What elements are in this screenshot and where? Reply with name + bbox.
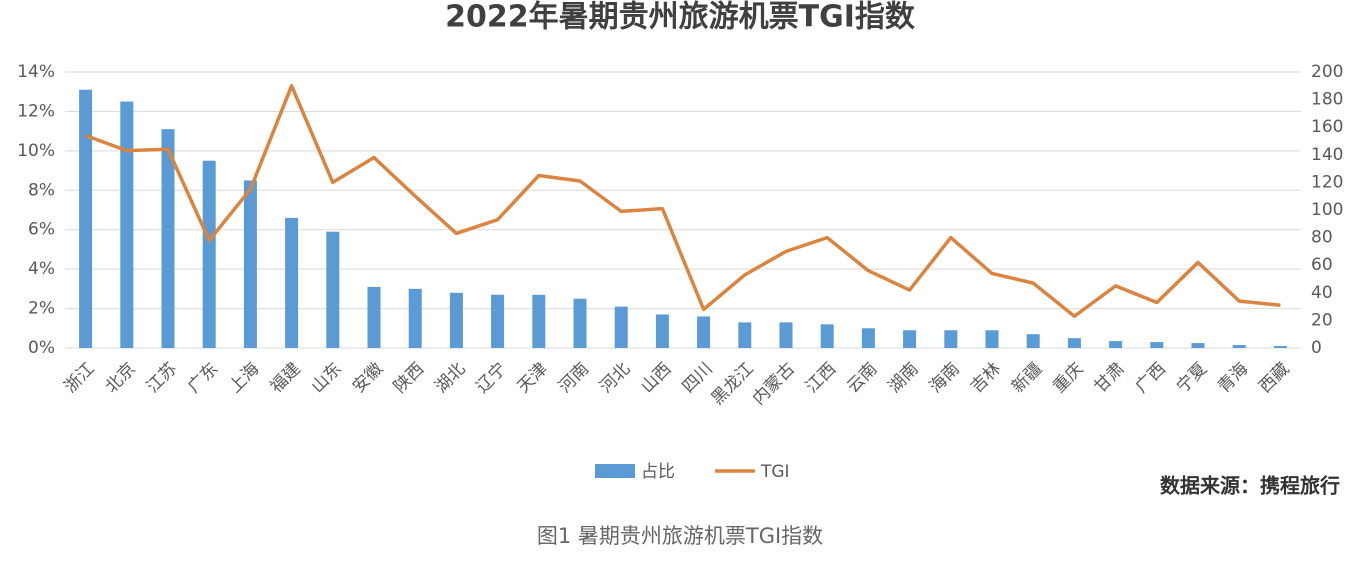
x-tick-label: 安徽	[349, 359, 387, 397]
bar	[820, 324, 834, 348]
bar	[367, 286, 381, 348]
bar	[202, 160, 216, 348]
y-tick-label: 8%	[28, 180, 55, 200]
caption: 图1 暑期贵州旅游机票TGI指数	[537, 524, 823, 548]
y2-tick-label: 200	[1311, 62, 1343, 82]
x-tick-label: 江苏	[143, 359, 181, 397]
y2-tick-label: 0	[1311, 338, 1322, 358]
bar	[1026, 334, 1040, 348]
y2-tick-label: 60	[1311, 255, 1333, 275]
x-tick-label: 云南	[843, 359, 881, 397]
x-tick-label: 内蒙古	[749, 359, 799, 409]
x-tick-label: 山西	[637, 359, 675, 397]
x-tick-label: 青海	[1214, 359, 1252, 397]
y2-tick-label: 80	[1311, 228, 1333, 248]
x-tick-label: 福建	[266, 359, 304, 397]
chart-title: 2022年暑期贵州旅游机票TGI指数	[445, 0, 916, 35]
bar	[1232, 345, 1246, 348]
y-tick-label: 2%	[28, 299, 55, 319]
legend-swatch	[595, 464, 635, 478]
y-tick-label: 10%	[17, 141, 55, 161]
y2-tick-label: 100	[1311, 200, 1343, 220]
x-tick-label: 山东	[308, 359, 346, 397]
x-tick-label: 海南	[926, 359, 964, 397]
bar	[903, 330, 917, 348]
bar	[79, 89, 93, 348]
line	[84, 84, 1281, 319]
legend-label: 占比	[641, 462, 675, 482]
x-tick-label: 黑龙江	[708, 359, 758, 409]
bar	[532, 294, 546, 348]
y-tick-label: 12%	[17, 101, 55, 121]
x-tick-label: 江西	[802, 359, 840, 397]
bar	[449, 292, 463, 348]
bar	[1067, 338, 1081, 348]
y2-tick-label: 140	[1311, 145, 1343, 165]
bar	[1150, 342, 1164, 348]
y-tick-label: 14%	[17, 62, 55, 82]
x-tick-label: 辽宁	[472, 359, 510, 397]
bar	[738, 322, 752, 348]
bar	[573, 298, 587, 348]
y2-tick-label: 120	[1311, 172, 1343, 192]
bar	[408, 288, 422, 348]
x-tick-label: 新疆	[1008, 359, 1046, 397]
legend-label: TGI	[760, 462, 790, 482]
x-tick-label: 湖北	[431, 359, 469, 397]
x-tick-label: 广东	[184, 359, 222, 397]
x-tick-label: 宁夏	[1173, 359, 1211, 397]
y-tick-label: 4%	[28, 259, 55, 279]
bar	[614, 306, 628, 348]
bar	[243, 180, 257, 348]
bar	[779, 322, 793, 348]
x-tick-label: 吉林	[967, 359, 1005, 397]
bar	[985, 330, 999, 348]
y-tick-label: 0%	[28, 338, 55, 358]
y2-tick-label: 40	[1311, 283, 1333, 303]
y2-tick-label: 160	[1311, 117, 1343, 137]
x-tick-label: 湖南	[884, 359, 922, 397]
bar	[697, 316, 711, 348]
bar	[1273, 346, 1287, 348]
bar	[944, 330, 958, 348]
bar	[861, 328, 875, 348]
bar	[1109, 341, 1123, 348]
x-tick-label: 陕西	[390, 359, 428, 397]
y-tick-label: 6%	[28, 220, 55, 240]
x-tick-label: 浙江	[60, 359, 98, 397]
bar	[326, 231, 340, 348]
bar	[120, 101, 134, 348]
source: 数据来源：携程旅行	[1160, 474, 1340, 498]
x-tick-label: 甘肃	[1090, 359, 1128, 397]
x-tick-label: 重庆	[1049, 359, 1087, 397]
y2-tick-label: 20	[1311, 310, 1333, 330]
x-tick-label: 上海	[225, 359, 263, 397]
bar	[285, 217, 299, 348]
x-tick-label: 广西	[1132, 359, 1170, 397]
bar	[655, 314, 669, 348]
x-tick-label: 河南	[555, 359, 593, 397]
x-tick-label: 西藏	[1255, 359, 1293, 397]
x-tick-label: 河北	[596, 359, 634, 397]
y2-tick-label: 180	[1311, 90, 1343, 110]
bar	[1191, 343, 1205, 348]
bar	[161, 129, 175, 348]
x-tick-label: 天津	[514, 359, 552, 397]
bar	[491, 294, 505, 348]
x-tick-label: 北京	[102, 359, 140, 397]
